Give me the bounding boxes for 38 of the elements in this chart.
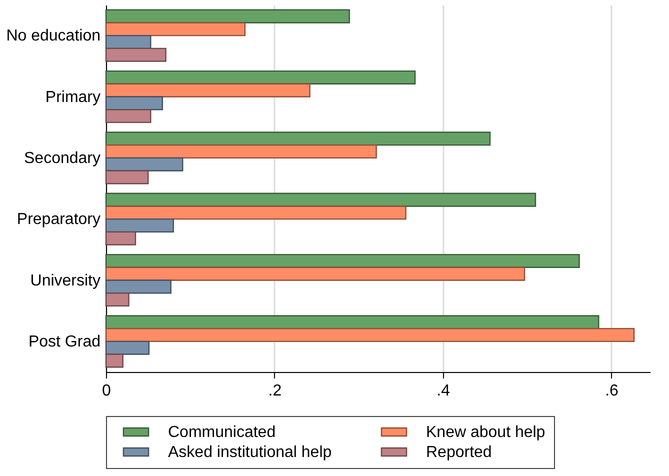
y-tick-label: No education: [6, 28, 100, 45]
x-tick-label: .6: [605, 382, 619, 400]
bar: [105, 266, 526, 281]
bar: [105, 144, 377, 159]
bar: [105, 231, 136, 246]
x-tick-label: .2: [268, 382, 282, 400]
bar: [105, 34, 152, 50]
bar: [105, 254, 580, 268]
bar: [105, 315, 600, 330]
x-tick-label: 0: [102, 382, 112, 400]
bar: [105, 9, 350, 24]
bar: [105, 170, 149, 184]
y-tick-label: Post Grad: [28, 333, 100, 350]
bar: [105, 292, 130, 307]
bar: [105, 83, 310, 98]
bar: [105, 192, 536, 207]
x-tick-label: .4: [436, 382, 450, 400]
bar: [105, 340, 150, 355]
bar: [105, 48, 166, 62]
bar: [105, 157, 184, 172]
y-tick-label: Preparatory: [16, 211, 100, 228]
bar: [105, 132, 491, 146]
legend-label: Asked institutional help: [168, 444, 332, 461]
y-tick-label: University: [30, 272, 100, 290]
legend-label: Knew about help: [426, 424, 546, 441]
bar: [105, 206, 406, 220]
bar: [105, 328, 635, 342]
bar: [105, 22, 246, 36]
y-tick-label: Secondary: [24, 150, 100, 167]
legend-label: Communicated: [168, 424, 276, 441]
y-tick-label: Primary: [45, 88, 100, 106]
bar: [105, 218, 174, 233]
legend-label: Reported: [426, 444, 492, 461]
bar: [105, 354, 124, 368]
bar: [105, 280, 172, 294]
bar: [105, 96, 164, 110]
bar: [105, 108, 152, 124]
bar: [105, 70, 416, 85]
